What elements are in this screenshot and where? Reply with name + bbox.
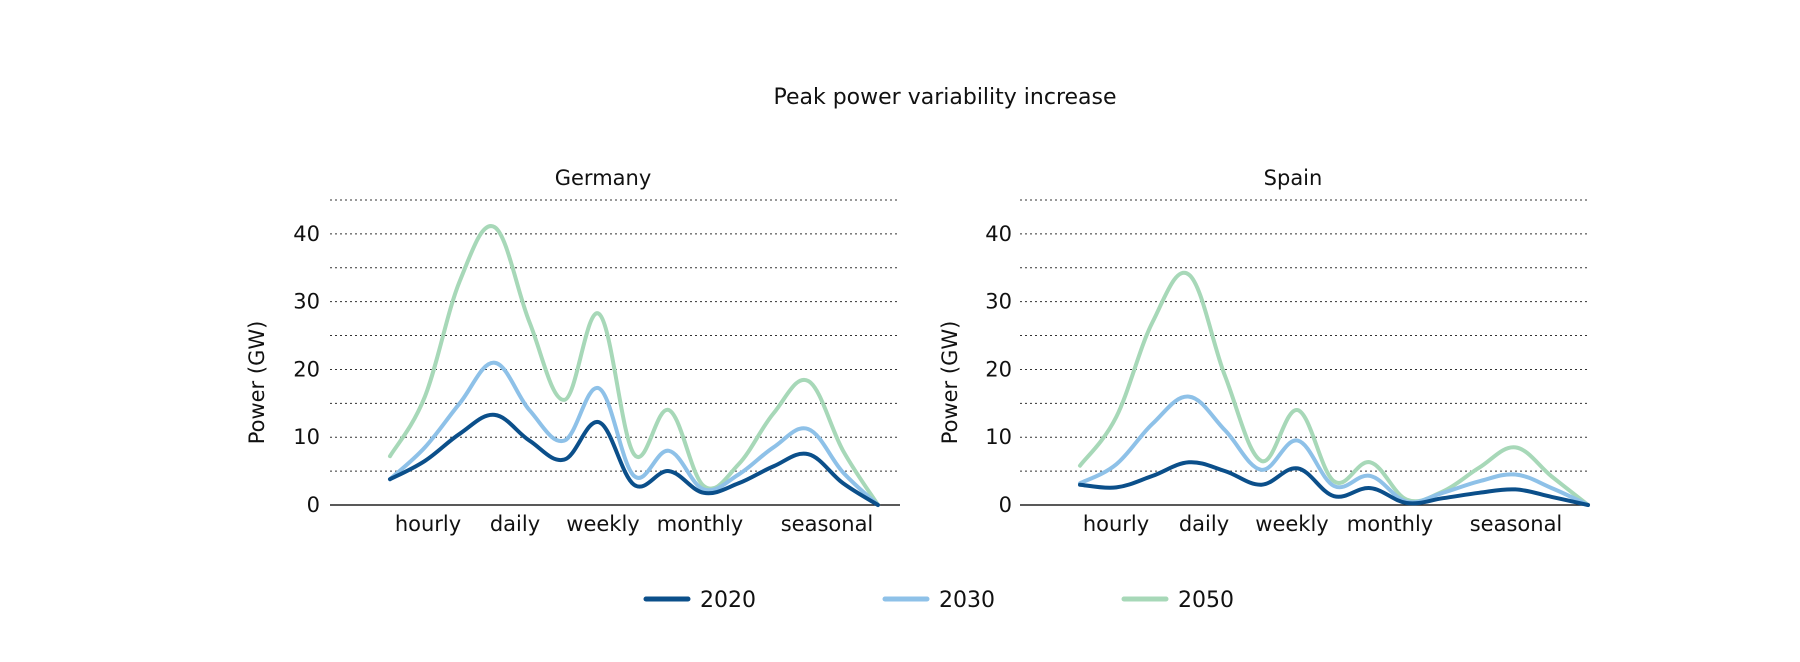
y-tick-label: 10 [293, 425, 320, 449]
legend-label: 2050 [1178, 588, 1234, 613]
chart-title: Peak power variability increase [773, 85, 1116, 110]
y-tick-label: 40 [985, 222, 1012, 246]
y-tick-label: 30 [293, 290, 320, 314]
chart-panels: Germany 0 10 20 30 40 Power (GW) hourly daily wee… [245, 166, 1590, 536]
series-line-2020 [388, 412, 880, 507]
legend-item-2050: 2050 [1121, 588, 1234, 613]
y-tick-label: 30 [985, 290, 1012, 314]
panel-spain: Spain 0 10 20 30 40 Power (GW) hourly daily weekl… [938, 166, 1590, 536]
x-tick-label: seasonal [1470, 512, 1563, 536]
x-tick-label: hourly [395, 512, 461, 536]
x-tick-label: daily [490, 512, 540, 536]
series-line-2030 [388, 360, 880, 507]
panel-germany: Germany 0 10 20 30 40 Power (GW) hourly daily wee… [245, 166, 900, 536]
series-line-2050 [1078, 270, 1590, 507]
y-axis-label: Power (GW) [245, 321, 269, 445]
legend-item-2030: 2030 [882, 588, 995, 613]
y-tick-label: 0 [999, 493, 1012, 517]
legend-label: 2030 [939, 588, 995, 613]
legend-label: 2020 [700, 588, 756, 613]
y-tick-label: 40 [293, 222, 320, 246]
x-tick-label: seasonal [781, 512, 874, 536]
panel-title: Germany [555, 166, 652, 190]
panel-title: Spain [1264, 166, 1323, 190]
series-line-2050 [388, 224, 880, 507]
x-tick-label: daily [1179, 512, 1229, 536]
x-tick-label: monthly [1347, 512, 1433, 536]
x-tick-label: weekly [566, 512, 639, 536]
legend: 2020 2030 2050 [643, 588, 1234, 613]
x-tick-label: hourly [1083, 512, 1149, 536]
legend-item-2020: 2020 [643, 588, 756, 613]
x-tick-label: monthly [657, 512, 743, 536]
series-line-2020 [1078, 460, 1590, 507]
y-tick-label: 20 [293, 357, 320, 381]
series-line-2030 [1078, 394, 1590, 507]
y-tick-label: 20 [985, 357, 1012, 381]
y-tick-label: 10 [985, 425, 1012, 449]
y-axis-label: Power (GW) [938, 321, 962, 445]
y-tick-label: 0 [307, 493, 320, 517]
x-tick-label: weekly [1255, 512, 1328, 536]
